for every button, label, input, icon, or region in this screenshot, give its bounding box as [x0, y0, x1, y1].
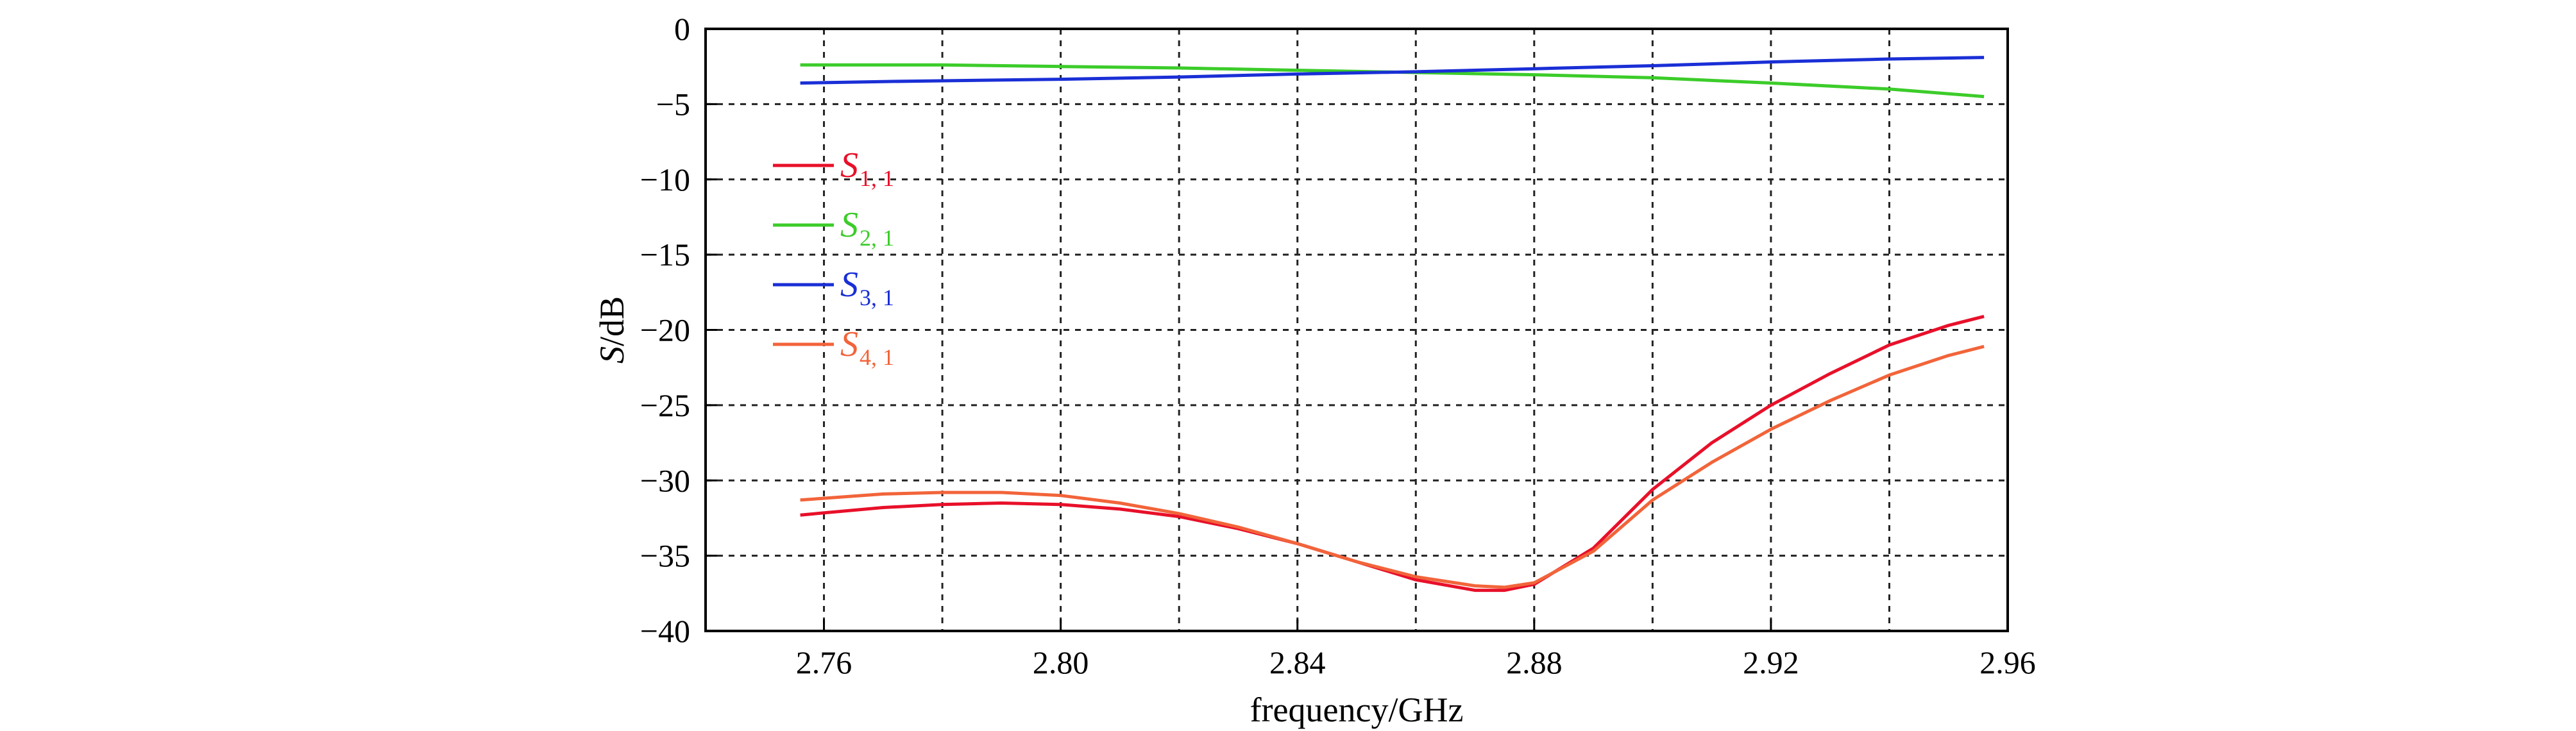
y-tick-label: −40	[640, 613, 690, 649]
y-axis-label: S/dB	[593, 296, 631, 364]
grid-layer	[706, 29, 2008, 631]
series-line-1	[800, 314, 1985, 592]
legend-label-subscript: 2, 1	[860, 225, 894, 251]
y-tick-label: −5	[656, 86, 690, 122]
series-line-4	[800, 344, 1985, 589]
legend-label: S4, 1	[840, 324, 894, 370]
x-tick-label: 2.88	[1506, 644, 1563, 680]
legend-label: S3, 1	[840, 265, 894, 310]
x-tick-label: 2.92	[1743, 644, 1799, 680]
legend-label-subscript: 3, 1	[860, 285, 894, 310]
y-tick-label: −35	[640, 538, 690, 574]
legend-label-subscript: 4, 1	[860, 344, 894, 370]
legend-label: S2, 1	[840, 205, 894, 251]
x-tick-label: 2.96	[1979, 644, 2036, 680]
series-layer	[800, 56, 1985, 592]
x-tick-label: 2.80	[1033, 644, 1089, 680]
y-tick-label: −30	[640, 462, 690, 498]
legend-label: S1, 1	[840, 146, 894, 191]
ticks-layer: 0 −5 −10 −15 −20 −25 −30 −35 −40 2.76 2.80 2.84 2.88…	[640, 11, 2036, 680]
y-tick-label: 0	[674, 11, 690, 47]
y-tick-label: −20	[640, 312, 690, 348]
y-tick-label: −25	[640, 387, 690, 423]
series-line-3	[800, 56, 1985, 85]
y-tick-label: −15	[640, 237, 690, 273]
x-tick-label: 2.76	[796, 644, 852, 680]
legend-label-subscript: 1, 1	[860, 165, 894, 191]
x-tick-label: 2.84	[1269, 644, 1326, 680]
x-axis-label: frequency/GHz	[1250, 691, 1464, 729]
y-tick-label: −10	[640, 162, 690, 197]
